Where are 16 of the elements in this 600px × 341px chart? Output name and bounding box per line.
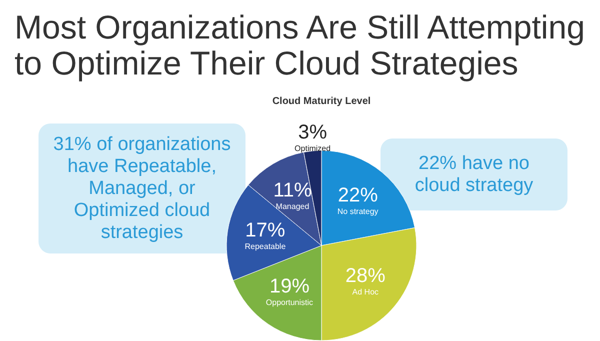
slice-label: No strategy: [337, 207, 378, 216]
text: 22% have no cloud strategy: [414, 153, 534, 196]
data-label: 17%: [245, 220, 286, 242]
data-label: 19%: [269, 276, 310, 298]
chart-subtitle: Cloud Maturity Level: [272, 96, 371, 107]
data-label: 22%: [338, 184, 378, 207]
slice-label: Optimized: [294, 144, 331, 153]
slice-label: Managed: [276, 202, 310, 211]
slice-label: Opportunistic: [266, 298, 314, 308]
data-label: 3%: [298, 122, 328, 144]
slice-label: Repeatable: [244, 242, 286, 252]
slice-label: Ad Hoc: [352, 287, 379, 296]
data-label: 11%: [273, 179, 312, 202]
text: 31% of organizations have Repeatable, Managed, or Optimized cloud strategies: [53, 134, 231, 243]
chart-title: Most Organizations Are Still Attempting to Optimize Their Cloud Strategies: [14, 8, 585, 82]
data-label: 28%: [345, 264, 386, 287]
